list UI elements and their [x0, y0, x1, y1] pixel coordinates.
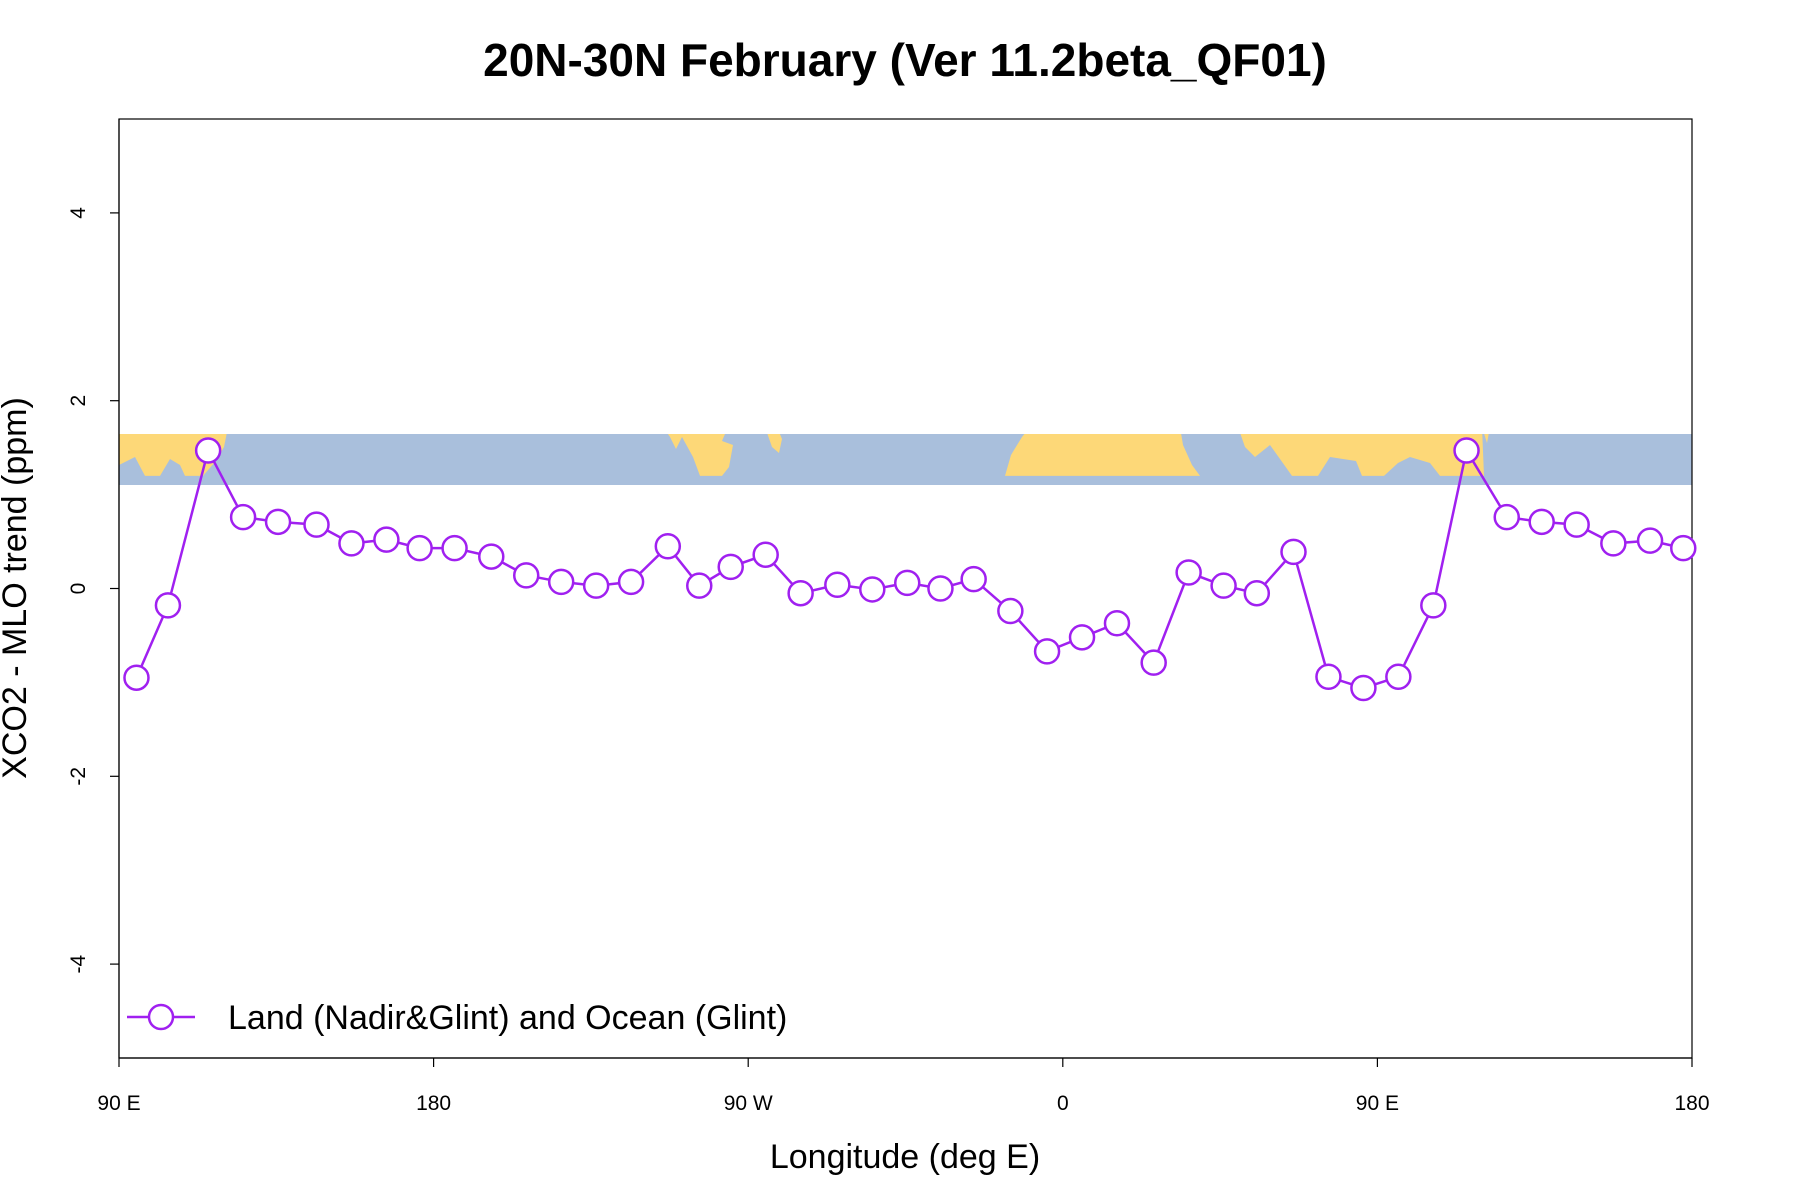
- data-point: [686, 572, 713, 599]
- x-axis-label: Longitude (deg E): [770, 1138, 1040, 1176]
- x-axis: 90 E 180 90 W 0 90 E 180: [97, 1057, 1710, 1115]
- data-point: [927, 575, 954, 602]
- data-point: [654, 532, 682, 560]
- x-tick-label: 0: [1057, 1092, 1069, 1115]
- data-point: [1385, 663, 1412, 691]
- legend-label: Land (Nadir&Glint) and Ocean (Glint): [228, 999, 787, 1037]
- data-point: [824, 571, 851, 598]
- data-point: [1493, 503, 1520, 531]
- data-point: [154, 592, 182, 619]
- data-point: [547, 568, 575, 596]
- data-point: [373, 526, 400, 553]
- data-point: [1103, 609, 1131, 637]
- map-land: [667, 434, 733, 476]
- legend: Land (Nadir&Glint) and Ocean (Glint): [127, 999, 787, 1037]
- data-point: [960, 565, 987, 593]
- legend-marker: [147, 1003, 175, 1031]
- data-point: [123, 664, 150, 691]
- data-point: [1175, 559, 1202, 586]
- data-point: [1453, 437, 1480, 464]
- data-point: [859, 576, 886, 603]
- data-point: [406, 534, 433, 562]
- data-point: [1210, 572, 1237, 599]
- data-point: [1068, 624, 1096, 651]
- series-layer: [123, 437, 1697, 702]
- data-point: [1670, 534, 1697, 562]
- x-tick-label: 180: [416, 1092, 451, 1115]
- data-point: [1350, 674, 1377, 702]
- data-point: [338, 530, 365, 557]
- data-point: [478, 543, 505, 570]
- data-point: [1243, 579, 1271, 607]
- map-land: [1005, 434, 1200, 476]
- y-tick-label: -4: [67, 954, 90, 973]
- data-point: [1140, 649, 1167, 676]
- x-tick-label: 180: [1674, 1092, 1709, 1115]
- data-point: [1600, 530, 1627, 557]
- world-map-strip: [119, 434, 1692, 485]
- data-point: [303, 511, 330, 538]
- x-tick-label: 90 E: [97, 1092, 140, 1115]
- y-tick-label: 0: [67, 583, 90, 595]
- y-tick-label: -2: [67, 767, 90, 786]
- data-point: [1280, 538, 1307, 566]
- data-point: [1315, 663, 1342, 691]
- data-point: [194, 437, 222, 464]
- data-point: [752, 541, 779, 568]
- data-point: [893, 569, 921, 597]
- data-point: [229, 503, 257, 531]
- y-axis: 4 2 0 -2 -4: [67, 119, 120, 1058]
- data-point: [787, 579, 814, 607]
- chart-title: 20N-30N February (Ver 11.2beta_QF01): [483, 34, 1327, 86]
- data-point: [1033, 638, 1061, 665]
- y-tick-label: 2: [67, 395, 90, 407]
- data-point: [441, 534, 468, 562]
- data-point: [617, 568, 645, 596]
- y-axis-label: XCO2 - MLO trend (ppm): [0, 397, 34, 779]
- data-point: [1636, 527, 1664, 554]
- map-land: [1240, 434, 1484, 476]
- data-point: [1528, 508, 1555, 536]
- data-point: [1563, 511, 1590, 538]
- data-point: [512, 562, 540, 589]
- series-line: [135, 447, 1684, 690]
- data-point: [717, 553, 744, 581]
- x-tick-label: 90 W: [724, 1092, 773, 1115]
- data-point: [997, 597, 1024, 625]
- map-land: [767, 434, 782, 453]
- x-tick-label: 90 E: [1356, 1092, 1399, 1115]
- data-point: [582, 572, 610, 599]
- data-point: [1420, 592, 1447, 619]
- y-tick-label: 4: [67, 207, 90, 219]
- data-point: [264, 508, 292, 536]
- map-land: [1484, 434, 1489, 443]
